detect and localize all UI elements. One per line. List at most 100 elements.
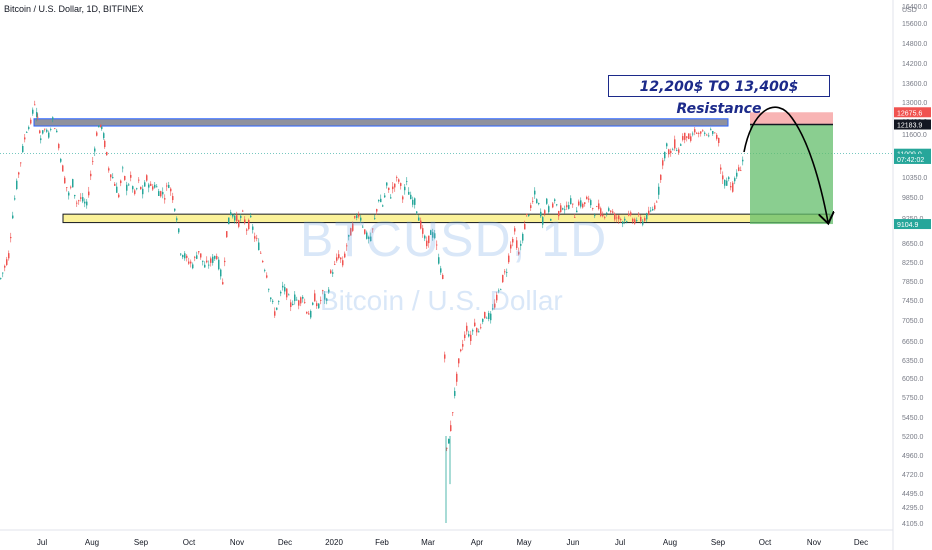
candle-body xyxy=(356,215,358,218)
y-tick-label: 13600.0 xyxy=(902,81,927,88)
candle-body xyxy=(270,297,272,300)
candle-body xyxy=(198,251,200,253)
candle-body xyxy=(736,172,738,177)
candle-body xyxy=(194,256,196,258)
candle-body xyxy=(586,196,588,200)
y-tick-label: 4720.0 xyxy=(902,472,924,479)
candle-body xyxy=(652,208,654,211)
candle-body xyxy=(424,235,426,239)
candle-body xyxy=(92,161,94,162)
candle-body xyxy=(226,231,228,238)
candle-body xyxy=(504,271,506,273)
candle-body xyxy=(740,170,742,172)
candle-body xyxy=(146,175,148,181)
candle-body xyxy=(34,104,36,106)
y-tick-label: 16400.0 xyxy=(902,4,927,11)
candle-body xyxy=(244,219,246,224)
candle-body xyxy=(620,219,622,221)
candle-body xyxy=(568,205,570,209)
projection-arrow xyxy=(743,106,828,222)
candle-body xyxy=(644,218,646,221)
y-tick-label: 7050.0 xyxy=(902,318,924,325)
candle-body xyxy=(712,131,714,134)
candle-body xyxy=(672,149,674,151)
candle-body xyxy=(380,198,382,203)
price-label: 9104.9 xyxy=(897,222,919,229)
candle-body xyxy=(342,260,344,266)
candle-body xyxy=(200,253,202,258)
candle-body xyxy=(340,257,342,260)
candle-body xyxy=(344,253,346,258)
candle-body xyxy=(126,184,128,191)
candle-body xyxy=(564,209,566,211)
candle-body xyxy=(524,224,526,230)
candle-body xyxy=(188,261,190,264)
candle-body xyxy=(232,214,234,217)
candle-body xyxy=(598,203,600,209)
candle-body xyxy=(684,132,686,140)
candle-body xyxy=(476,328,478,333)
candle-body xyxy=(364,229,366,234)
candle-body xyxy=(94,148,96,152)
candle-body xyxy=(480,327,482,329)
candle-body xyxy=(302,296,304,299)
price-label-bg xyxy=(894,148,931,159)
candle-body xyxy=(416,211,418,213)
candle-body xyxy=(690,136,692,141)
candle-body xyxy=(328,289,330,293)
candle-body xyxy=(636,220,638,221)
candle-body xyxy=(596,206,598,208)
candle-body xyxy=(76,202,78,204)
resistance-annotation[interactable]: 12,200$ TO 13,400$ Resistance xyxy=(608,75,830,117)
candle-body xyxy=(8,253,10,259)
candle-body xyxy=(454,391,456,396)
candle-body xyxy=(304,301,306,303)
candle-body xyxy=(668,149,670,155)
candle-body xyxy=(172,196,174,201)
candle-body xyxy=(352,223,354,231)
chart-title: Bitcoin / U.S. Dollar, 1D, BITFINEX xyxy=(4,4,144,14)
candle-body xyxy=(562,208,564,210)
candle-body xyxy=(334,264,336,265)
candle-body xyxy=(114,183,116,186)
candle-body xyxy=(152,186,154,190)
candle-body xyxy=(556,204,558,206)
candle-body xyxy=(276,307,278,310)
candle-body xyxy=(242,210,244,212)
candle-body xyxy=(254,236,256,239)
candle-body xyxy=(103,133,105,139)
candle-body xyxy=(462,344,464,347)
candle-body xyxy=(420,220,422,229)
candle-body xyxy=(506,272,508,273)
candle-body xyxy=(468,334,470,337)
candle-body xyxy=(22,145,24,152)
candle-body xyxy=(372,228,374,230)
x-tick-label: Aug xyxy=(663,538,677,547)
y-tick-label: 14800.0 xyxy=(902,41,927,48)
candle-body xyxy=(594,214,596,216)
resistance-zone xyxy=(33,118,729,127)
candle-body xyxy=(536,199,538,204)
y-tick-label: 6050.0 xyxy=(902,376,924,383)
candle-body xyxy=(530,205,532,208)
candle-body xyxy=(30,119,32,124)
candle-body xyxy=(318,303,320,309)
candle-body xyxy=(438,257,440,264)
watermark-name: Bitcoin / U.S. Dollar xyxy=(320,285,563,316)
candle-body xyxy=(590,200,592,206)
candle-body xyxy=(422,228,424,234)
candle-body xyxy=(24,137,26,140)
candle-body xyxy=(46,129,48,132)
candle-body xyxy=(440,268,442,273)
candle-body xyxy=(554,199,556,201)
candle-body xyxy=(68,192,70,196)
candle-body xyxy=(708,135,710,137)
candle-body xyxy=(220,269,222,277)
price-label: 12675.6 xyxy=(897,110,922,117)
candle-body xyxy=(502,275,504,283)
candle-body xyxy=(358,214,360,217)
candle-body xyxy=(500,289,502,291)
candle-body xyxy=(18,172,20,175)
candle-body xyxy=(258,242,260,251)
